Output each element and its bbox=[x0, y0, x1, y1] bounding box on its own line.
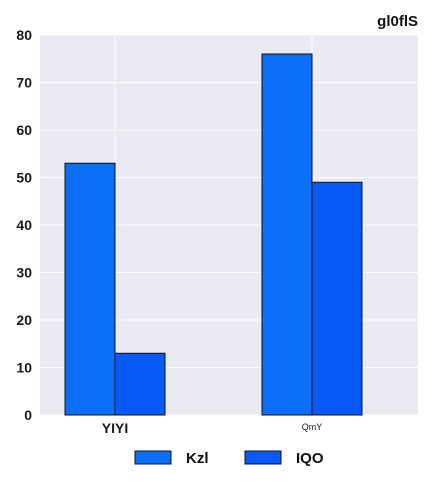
chart-title: gl0flS bbox=[377, 13, 418, 30]
legend-label: Kzl bbox=[186, 450, 209, 467]
legend-label: IQO bbox=[296, 450, 324, 467]
y-tick-label: 60 bbox=[16, 122, 32, 138]
y-tick-label: 20 bbox=[16, 312, 32, 328]
bars bbox=[64, 53, 363, 416]
y-tick-label: 0 bbox=[24, 407, 32, 423]
y-tick-label: 70 bbox=[16, 75, 32, 91]
bar-IQO-YIYI bbox=[114, 352, 166, 416]
legend-swatch bbox=[134, 450, 172, 465]
y-tick-label: 50 bbox=[16, 170, 32, 186]
bar-Kzl-QmY bbox=[261, 53, 313, 416]
x-axis: YIYI QmY bbox=[102, 420, 322, 436]
y-axis: 0 10 20 30 40 50 60 70 80 bbox=[16, 27, 32, 423]
bar-IQO-QmY bbox=[311, 181, 363, 416]
legend: Kzl IQO bbox=[134, 450, 324, 467]
bar-Kzl-YIYI bbox=[64, 162, 116, 416]
y-tick-label: 40 bbox=[16, 217, 32, 233]
x-tick-label: YIYI bbox=[102, 420, 128, 436]
x-tick-label: QmY bbox=[302, 422, 323, 432]
y-tick-label: 10 bbox=[16, 360, 32, 376]
y-tick-label: 30 bbox=[16, 265, 32, 281]
y-tick-label: 80 bbox=[16, 27, 32, 43]
legend-swatch bbox=[244, 450, 282, 465]
